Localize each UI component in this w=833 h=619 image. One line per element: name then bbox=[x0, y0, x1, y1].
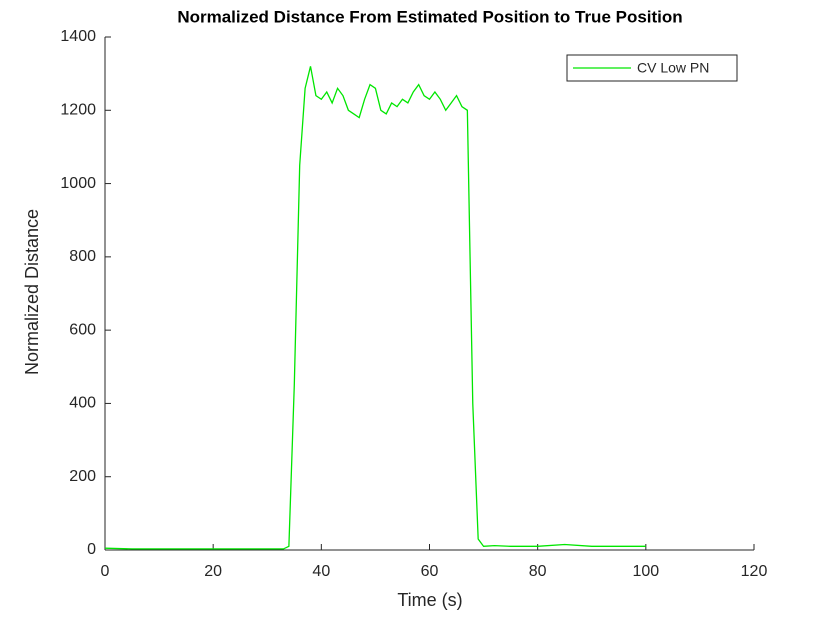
x-tick-label: 100 bbox=[632, 563, 659, 580]
y-axis-label: Normalized Distance bbox=[22, 209, 42, 375]
x-tick-label: 0 bbox=[101, 563, 110, 580]
x-tick-label: 120 bbox=[741, 563, 768, 580]
x-tick-label: 60 bbox=[421, 563, 439, 580]
y-tick-label: 800 bbox=[69, 248, 96, 265]
y-tick-label: 1400 bbox=[60, 28, 96, 45]
y-tick-label: 400 bbox=[69, 395, 96, 412]
chart-title: Normalized Distance From Estimated Posit… bbox=[177, 7, 682, 26]
x-axis-label: Time (s) bbox=[397, 590, 462, 610]
y-tick-label: 600 bbox=[69, 321, 96, 338]
data-line bbox=[104, 66, 646, 550]
legend-label: CV Low PN bbox=[637, 60, 709, 76]
y-tick-label: 0 bbox=[87, 541, 96, 558]
x-tick-label: 80 bbox=[529, 563, 547, 580]
y-tick-label: 1000 bbox=[60, 175, 96, 192]
y-tick-label: 200 bbox=[69, 468, 96, 485]
x-tick-label: 20 bbox=[204, 563, 222, 580]
y-tick-label: 1200 bbox=[60, 102, 96, 119]
x-tick-label: 40 bbox=[312, 563, 330, 580]
